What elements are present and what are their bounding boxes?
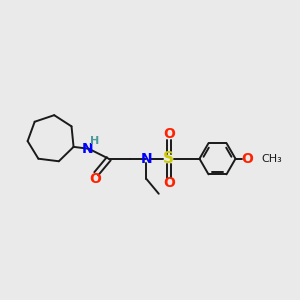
Text: N: N: [82, 142, 93, 156]
Text: H: H: [90, 136, 99, 146]
Text: S: S: [163, 151, 174, 166]
Text: O: O: [163, 128, 175, 142]
Text: N: N: [140, 152, 152, 166]
Text: O: O: [163, 176, 175, 190]
Text: O: O: [89, 172, 101, 186]
Text: O: O: [241, 152, 253, 166]
Text: CH₃: CH₃: [261, 154, 282, 164]
